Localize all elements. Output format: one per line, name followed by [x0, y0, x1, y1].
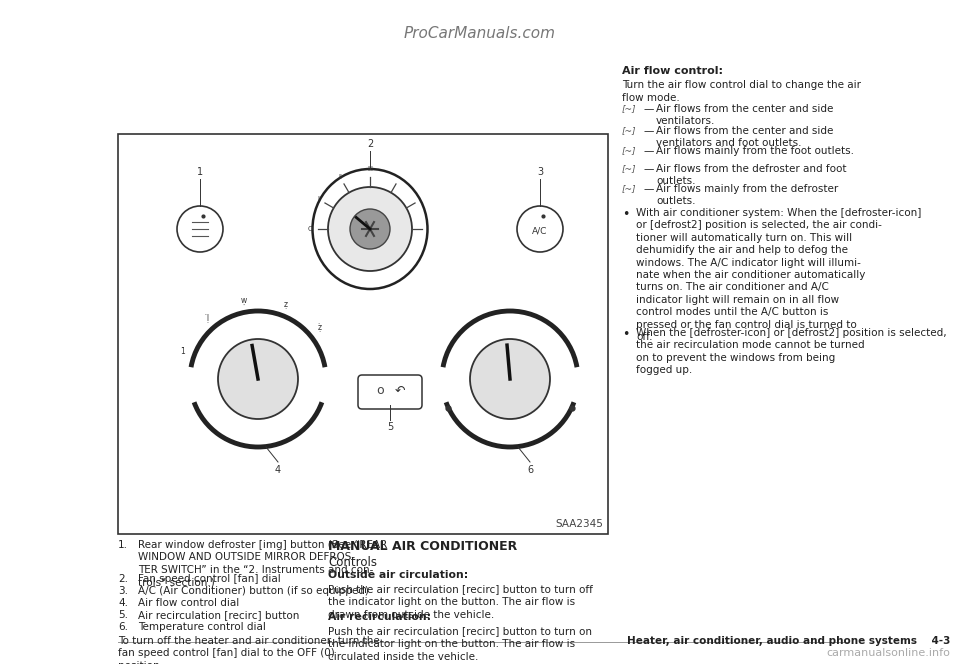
Text: A/C (Air Conditioner) button (if so equipped): A/C (Air Conditioner) button (if so equi… [138, 586, 369, 596]
Text: —: — [644, 104, 655, 114]
FancyBboxPatch shape [358, 375, 422, 409]
Text: Air flows from the center and side
ventilators.: Air flows from the center and side venti… [656, 104, 833, 126]
Text: [~]: [~] [622, 164, 636, 173]
Text: II: II [338, 174, 342, 180]
Text: 1̇: 1̇ [180, 347, 185, 356]
Text: Air flow control:: Air flow control: [622, 66, 723, 76]
Text: SAA2345: SAA2345 [555, 519, 603, 529]
Text: Heater, air conditioner, audio and phone systems    4-3: Heater, air conditioner, audio and phone… [627, 636, 950, 646]
Text: ẉ: ẉ [241, 295, 248, 305]
Text: [~]: [~] [622, 184, 636, 193]
Text: O: O [307, 226, 313, 232]
Text: 4: 4 [275, 465, 281, 475]
Text: [~]: [~] [622, 104, 636, 113]
Text: o: o [376, 384, 384, 398]
Text: Air recirculation [recirc] button: Air recirculation [recirc] button [138, 610, 300, 620]
Text: —: — [644, 184, 655, 194]
Text: Temperature control dial: Temperature control dial [138, 622, 266, 632]
Text: When the [defroster-icon] or [defrost2] position is selected,
the air recirculat: When the [defroster-icon] or [defrost2] … [636, 328, 947, 375]
Text: Outside air circulation:: Outside air circulation: [328, 570, 468, 580]
Circle shape [328, 187, 412, 271]
Text: MANUAL AIR CONDITIONER: MANUAL AIR CONDITIONER [328, 540, 517, 553]
Circle shape [470, 339, 550, 419]
Text: —: — [644, 126, 655, 136]
Text: Air flows mainly from the defroster
outlets.: Air flows mainly from the defroster outl… [656, 184, 838, 207]
Text: ẓ: ẓ [283, 299, 287, 308]
Text: Turn the air flow control dial to change the air
flow mode.: Turn the air flow control dial to change… [622, 80, 861, 103]
Text: 3.: 3. [118, 586, 128, 596]
Text: —: — [644, 146, 655, 156]
Text: 5.: 5. [118, 610, 128, 620]
Text: ˙ḷ: ˙ḷ [204, 313, 209, 322]
Text: Air flows from the defroster and foot
outlets.: Air flows from the defroster and foot ou… [656, 164, 847, 187]
Text: Air flows from the center and side
ventilators and foot outlets.: Air flows from the center and side venti… [656, 126, 833, 148]
Text: ẓ̇: ẓ̇ [318, 323, 322, 332]
Text: III: III [367, 166, 373, 172]
Text: 5: 5 [387, 422, 394, 432]
Text: •: • [622, 208, 630, 221]
Text: Air flows mainly from the foot outlets.: Air flows mainly from the foot outlets. [656, 146, 854, 156]
Text: 2: 2 [367, 139, 373, 149]
Text: •: • [622, 328, 630, 341]
Text: 6.: 6. [118, 622, 128, 632]
Text: With air conditioner system: When the [defroster-icon]
or [defrost2] position is: With air conditioner system: When the [d… [636, 208, 922, 342]
Circle shape [218, 339, 298, 419]
Text: 3: 3 [537, 167, 543, 177]
Text: 1.: 1. [118, 540, 128, 550]
Circle shape [350, 209, 390, 249]
Text: To turn off the heater and air conditioner, turn the
fan speed control [fan] dia: To turn off the heater and air condition… [118, 636, 380, 664]
Text: ProCarManuals.com: ProCarManuals.com [404, 26, 556, 41]
Text: 1: 1 [197, 167, 204, 177]
Text: Air recirculation:: Air recirculation: [328, 612, 431, 622]
Text: A/C: A/C [532, 226, 548, 236]
Text: carmanualsonline.info: carmanualsonline.info [827, 648, 950, 658]
Text: Controls: Controls [328, 556, 377, 569]
Bar [118, 134, 608, 534]
Text: Rear window defroster [img] button (See “REAR
WINDOW AND OUTSIDE MIRROR DEFROS-
: Rear window defroster [img] button (See … [138, 540, 387, 587]
Text: Air flow control dial: Air flow control dial [138, 598, 239, 608]
Text: Push the air recirculation [recirc] button to turn off
the indicator light on th: Push the air recirculation [recirc] butt… [328, 584, 593, 620]
Text: Fan speed control [fan] dial: Fan speed control [fan] dial [138, 574, 280, 584]
Text: —: — [644, 164, 655, 174]
Text: I: I [317, 196, 319, 202]
Text: 4.: 4. [118, 598, 128, 608]
Text: [~]: [~] [622, 146, 636, 155]
Text: 2.: 2. [118, 574, 128, 584]
Text: [~]: [~] [622, 126, 636, 135]
Text: ↶: ↶ [395, 384, 405, 398]
Text: Push the air recirculation [recirc] button to turn on
the indicator light on the: Push the air recirculation [recirc] butt… [328, 626, 592, 661]
Text: 6: 6 [527, 465, 533, 475]
